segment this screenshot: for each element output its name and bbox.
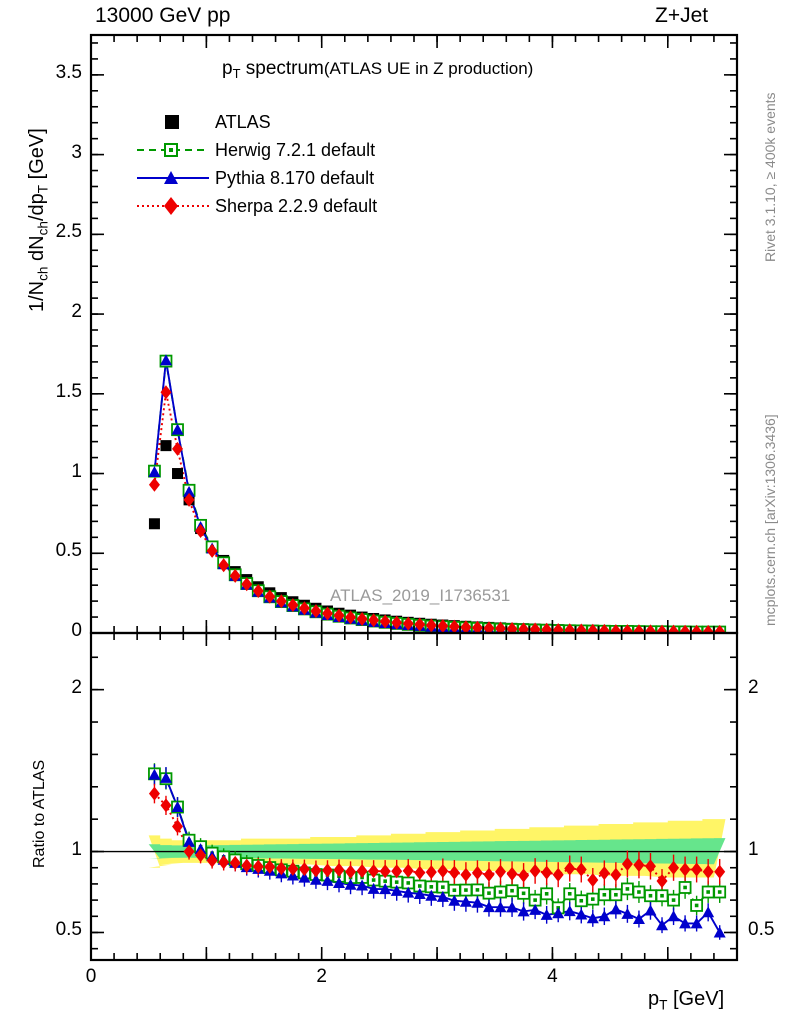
legend-label-sherpa: Sherpa 2.2.9 default <box>215 195 378 216</box>
plot-title-pt: pT spectrum <box>222 58 324 82</box>
ratio-ytick-left-1: 1 <box>71 838 82 860</box>
main-ytick-3.5: 3.5 <box>55 61 82 83</box>
legend-marker-sherpa <box>137 197 209 215</box>
analysis-watermark: ATLAS_2019_I1736531 <box>330 586 511 605</box>
main-ytick-2.5: 2.5 <box>55 221 82 243</box>
legend-label-atlas: ATLAS <box>215 111 271 132</box>
legend-item-atlas[interactable]: ATLAS <box>135 108 377 136</box>
legend: ATLAS Herwig 7.2.1 default Pythia 8.170 … <box>135 108 377 220</box>
ratio-ytick-left-0.5: 0.5 <box>55 919 82 941</box>
legend-marker-herwig <box>137 143 209 157</box>
ratio-ytick-right-0.5: 0.5 <box>748 919 775 941</box>
ratio-ytick-right-2: 2 <box>748 676 759 698</box>
legend-marker-pythia <box>137 171 209 184</box>
header-left-label: 13000 GeV pp <box>95 4 231 27</box>
legend-item-sherpa[interactable]: Sherpa 2.2.9 default <box>135 192 377 220</box>
legend-marker-atlas <box>165 115 179 129</box>
xtick-2: 2 <box>316 966 327 987</box>
ratio-ytick-right-1: 1 <box>748 838 759 860</box>
main-ytick-0.5: 0.5 <box>55 540 82 562</box>
xtick-4: 4 <box>547 966 558 987</box>
main-ytick-2: 2 <box>71 301 82 323</box>
legend-label-pythia: Pythia 8.170 default <box>215 167 375 188</box>
main-ytick-0: 0 <box>71 620 82 641</box>
main-ytick-1: 1 <box>71 460 82 482</box>
main-ytick-1.5: 1.5 <box>55 380 82 402</box>
plot-title-paren: (ATLAS UE in Z production) <box>323 59 534 78</box>
plot-title: pT spectrum(ATLAS UE in Z production) <box>222 58 533 81</box>
xtick-0: 0 <box>85 966 97 987</box>
legend-item-pythia[interactable]: Pythia 8.170 default <box>135 164 377 192</box>
legend-label-herwig: Herwig 7.2.1 default <box>215 139 376 160</box>
main-ytick-3: 3 <box>71 141 82 163</box>
ratio-ytick-left-2: 2 <box>71 676 82 698</box>
legend-item-herwig[interactable]: Herwig 7.2.1 default <box>135 136 377 164</box>
header-right-label: Z+Jet <box>655 4 709 27</box>
x-axis-label: pT [GeV] <box>648 988 725 1013</box>
